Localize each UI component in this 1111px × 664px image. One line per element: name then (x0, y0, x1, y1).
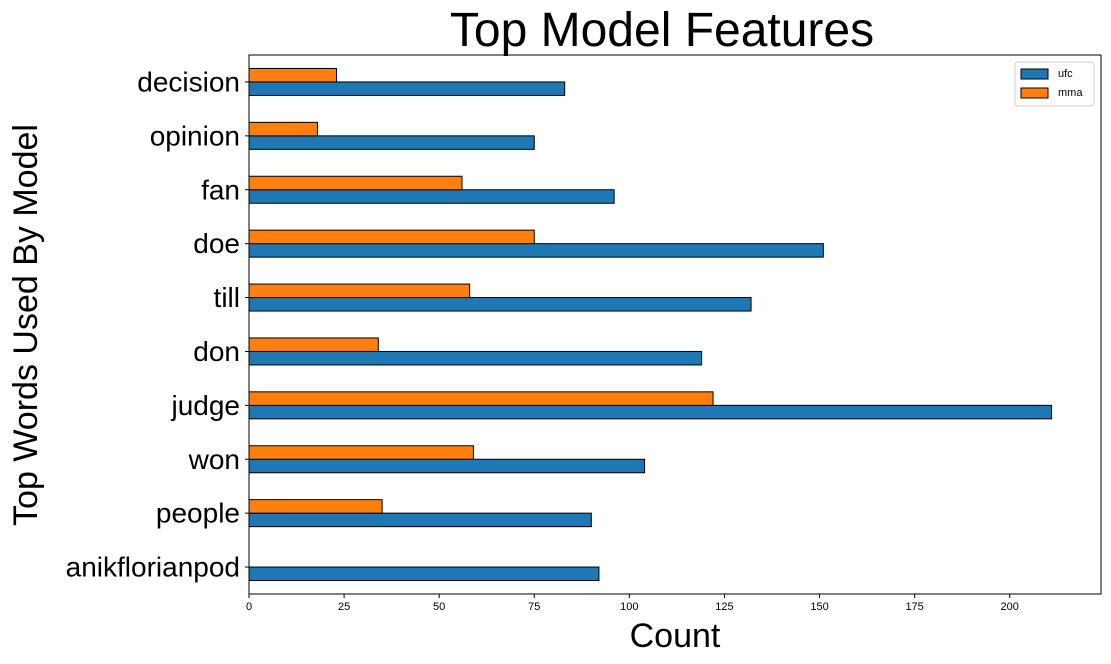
legend-label-ufc: ufc (1058, 68, 1073, 80)
x-tick-label: 50 (433, 601, 445, 613)
x-axis-ticks: 0 25 50 75 100 125 150 175 200 (246, 594, 1019, 613)
bar-mma-judge (248, 391, 714, 406)
bar-ufc-opinion (248, 135, 535, 150)
legend-swatch-ufc (1020, 68, 1049, 80)
bar-ufc-don (248, 350, 703, 366)
x-tick-label: 0 (246, 601, 252, 613)
x-axis-label: Count (630, 617, 721, 655)
y-axis-label: Top Words Used By Model (7, 124, 45, 526)
category-label: won (188, 444, 240, 475)
category-label: anikflorianpod (66, 552, 240, 583)
x-tick-label: 75 (528, 601, 540, 613)
bar-ufc-judge (248, 404, 1053, 420)
bar-ufc-fan (248, 189, 615, 204)
x-tick-label: 25 (338, 601, 350, 613)
category-label: don (193, 336, 240, 367)
bar-mma-fan (248, 175, 463, 191)
bar-ufc-decision (248, 81, 566, 96)
x-tick-label: 150 (810, 601, 828, 613)
bar-ufc-won (248, 458, 646, 474)
bar-mma-people (248, 499, 383, 514)
x-tick-label: 175 (905, 601, 923, 613)
category-label: till (214, 282, 240, 313)
category-label: decision (137, 66, 240, 97)
category-label: judge (170, 390, 240, 421)
bar-mma-don (248, 337, 379, 352)
category-label: doe (193, 228, 240, 259)
category-label: people (156, 498, 240, 529)
chart-title: Top Model Features (450, 4, 874, 57)
bar-mma-decision (248, 67, 337, 83)
legend-label-mma: mma (1058, 87, 1083, 99)
plot-frame (248, 54, 1102, 595)
bar-ufc-anikflorianpod (248, 566, 600, 582)
x-tick-label: 100 (620, 601, 638, 613)
bar-mma-won (248, 445, 474, 460)
legend: ufc mma (1014, 61, 1095, 107)
bar-mma-till (248, 283, 471, 299)
bar-mma-doe (248, 229, 535, 245)
bar-mma-opinion (248, 121, 318, 137)
category-label: fan (201, 174, 240, 205)
category-label: opinion (150, 120, 240, 151)
category-labels: anikflorianpod people won judge don till doe fa… (66, 66, 249, 583)
x-tick-label: 125 (715, 601, 733, 613)
bars-layer (248, 67, 1053, 582)
legend-swatch-mma (1020, 87, 1049, 99)
bar-ufc-till (248, 297, 752, 312)
x-tick-label: 200 (1001, 601, 1019, 613)
bar-ufc-people (248, 512, 592, 528)
bar-ufc-doe (248, 243, 824, 258)
